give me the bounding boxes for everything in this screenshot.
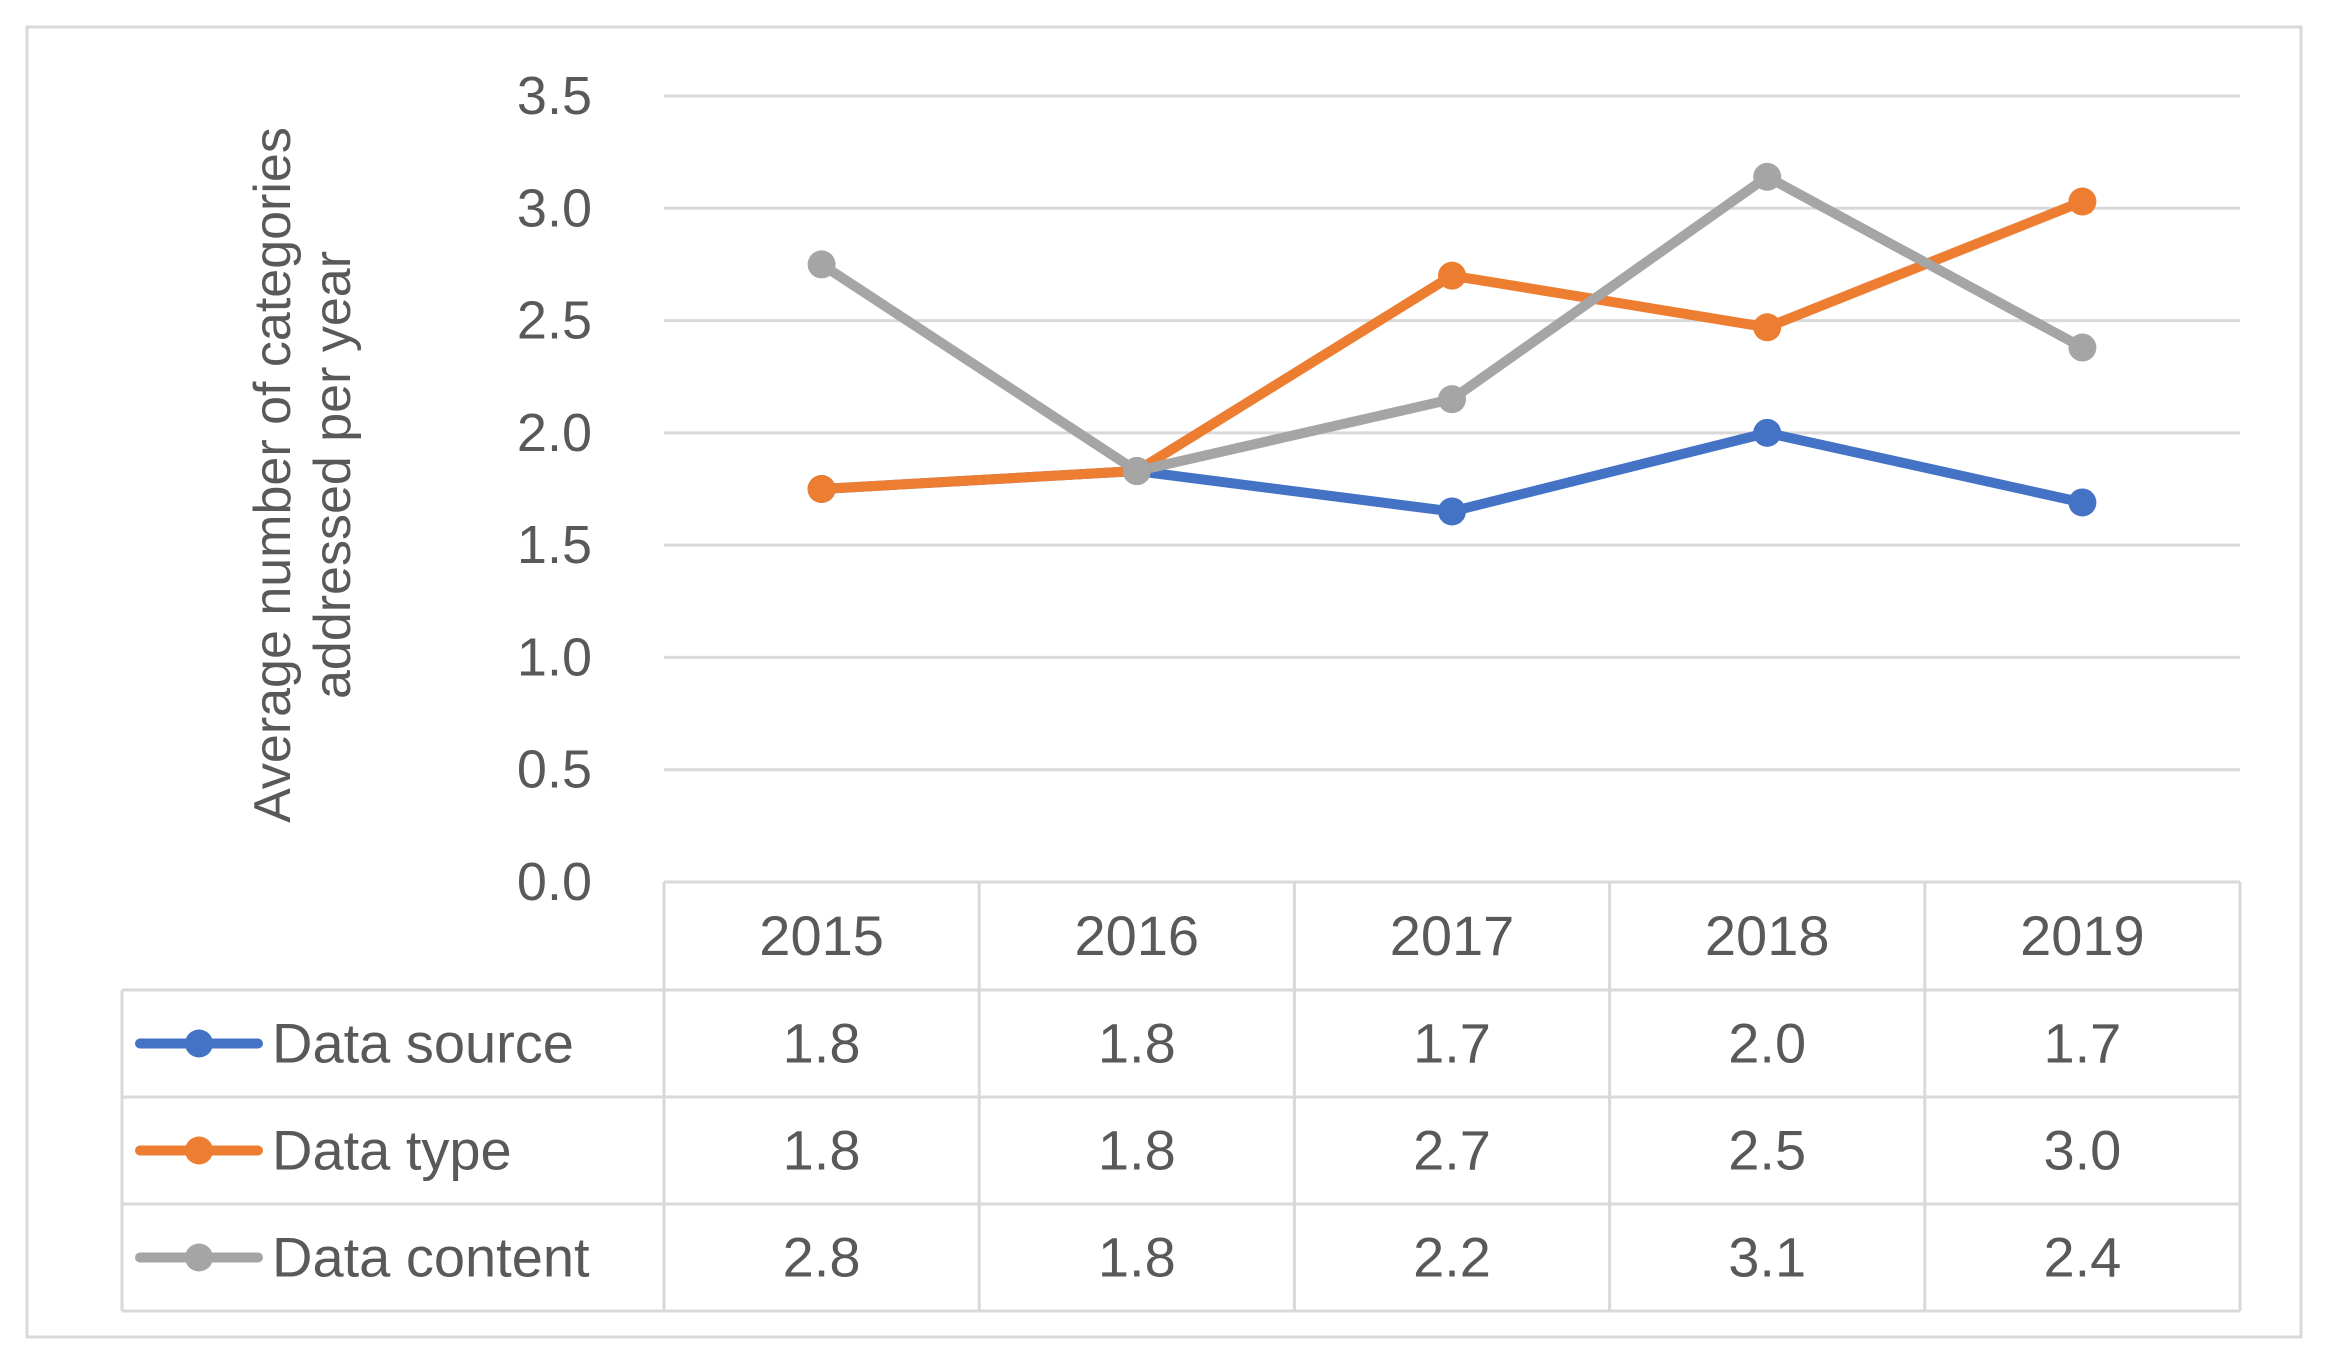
data-point [1438,385,1466,414]
data-point [1438,261,1466,290]
data-table-grid [120,880,2242,1313]
x-tick-label: 2019 [2020,904,2145,967]
x-tick-label: 2017 [1390,904,1515,967]
gridlines [664,94,2240,772]
legend-label: Data type [272,1119,512,1182]
data-point [1753,162,1782,191]
table-value: 3.1 [1728,1226,1806,1289]
legend-label: Data source [272,1012,574,1075]
data-point [2068,488,2097,517]
data-point [1122,457,1151,486]
data-point [1753,418,1782,447]
data-point [807,475,836,503]
data-point [2068,187,2097,216]
y-tick-label: 0.0 [517,852,592,912]
y-tick-label: 2.0 [517,403,592,463]
table-value: 2.2 [1413,1226,1491,1289]
data-table-legend: Data source Data type Data content [135,1012,590,1289]
y-tick-label: 3.5 [517,66,592,126]
table-value: 3.0 [2043,1119,2121,1182]
y-axis-title: Average number of categories addressed p… [244,127,362,823]
table-value: 2.4 [2043,1226,2121,1289]
legend-marker [185,1029,213,1058]
series-points [807,162,2097,526]
table-value: 1.8 [783,1012,861,1075]
table-value: 1.8 [783,1119,861,1182]
data-point [807,250,836,279]
y-tick-label: 2.5 [517,291,592,351]
legend-marker [185,1136,213,1165]
table-value: 2.7 [1413,1119,1491,1182]
y-axis-title-line-2: addressed per year [304,251,362,699]
y-axis-title-line-1: Average number of categories [244,127,302,823]
data-point [1438,497,1466,526]
legend-marker [185,1243,213,1272]
table-value: 1.8 [1098,1226,1176,1289]
x-tick-label: 2016 [1075,904,1200,967]
y-axis-ticks: 0.0 0.5 1.0 1.5 2.0 2.5 3.0 3.5 [517,66,592,912]
data-point [2068,333,2097,362]
table-value: 1.7 [2043,1012,2121,1075]
table-value: 2.0 [1728,1012,1806,1075]
x-tick-label: 2018 [1705,904,1830,967]
y-tick-label: 1.5 [517,515,592,575]
x-axis-ticks: 2015 2016 2017 2018 2019 [759,904,2144,967]
data-table-values: 1.8 1.8 1.7 2.0 1.7 1.8 1.8 2.7 2.5 3.0 2.8 1.8 2.2 3… [783,1012,2122,1289]
data-point [1753,313,1782,342]
legend-label: Data content [272,1226,590,1289]
chart-border [25,25,2303,1339]
x-tick-label: 2015 [759,904,884,967]
table-value: 2.5 [1728,1119,1806,1182]
table-value: 2.8 [783,1226,861,1289]
table-value: 1.7 [1413,1012,1491,1075]
table-value: 1.8 [1098,1119,1176,1182]
y-tick-label: 0.5 [517,740,592,800]
y-tick-label: 1.0 [517,627,592,687]
y-tick-label: 3.0 [517,178,592,238]
table-value: 1.8 [1098,1012,1176,1075]
